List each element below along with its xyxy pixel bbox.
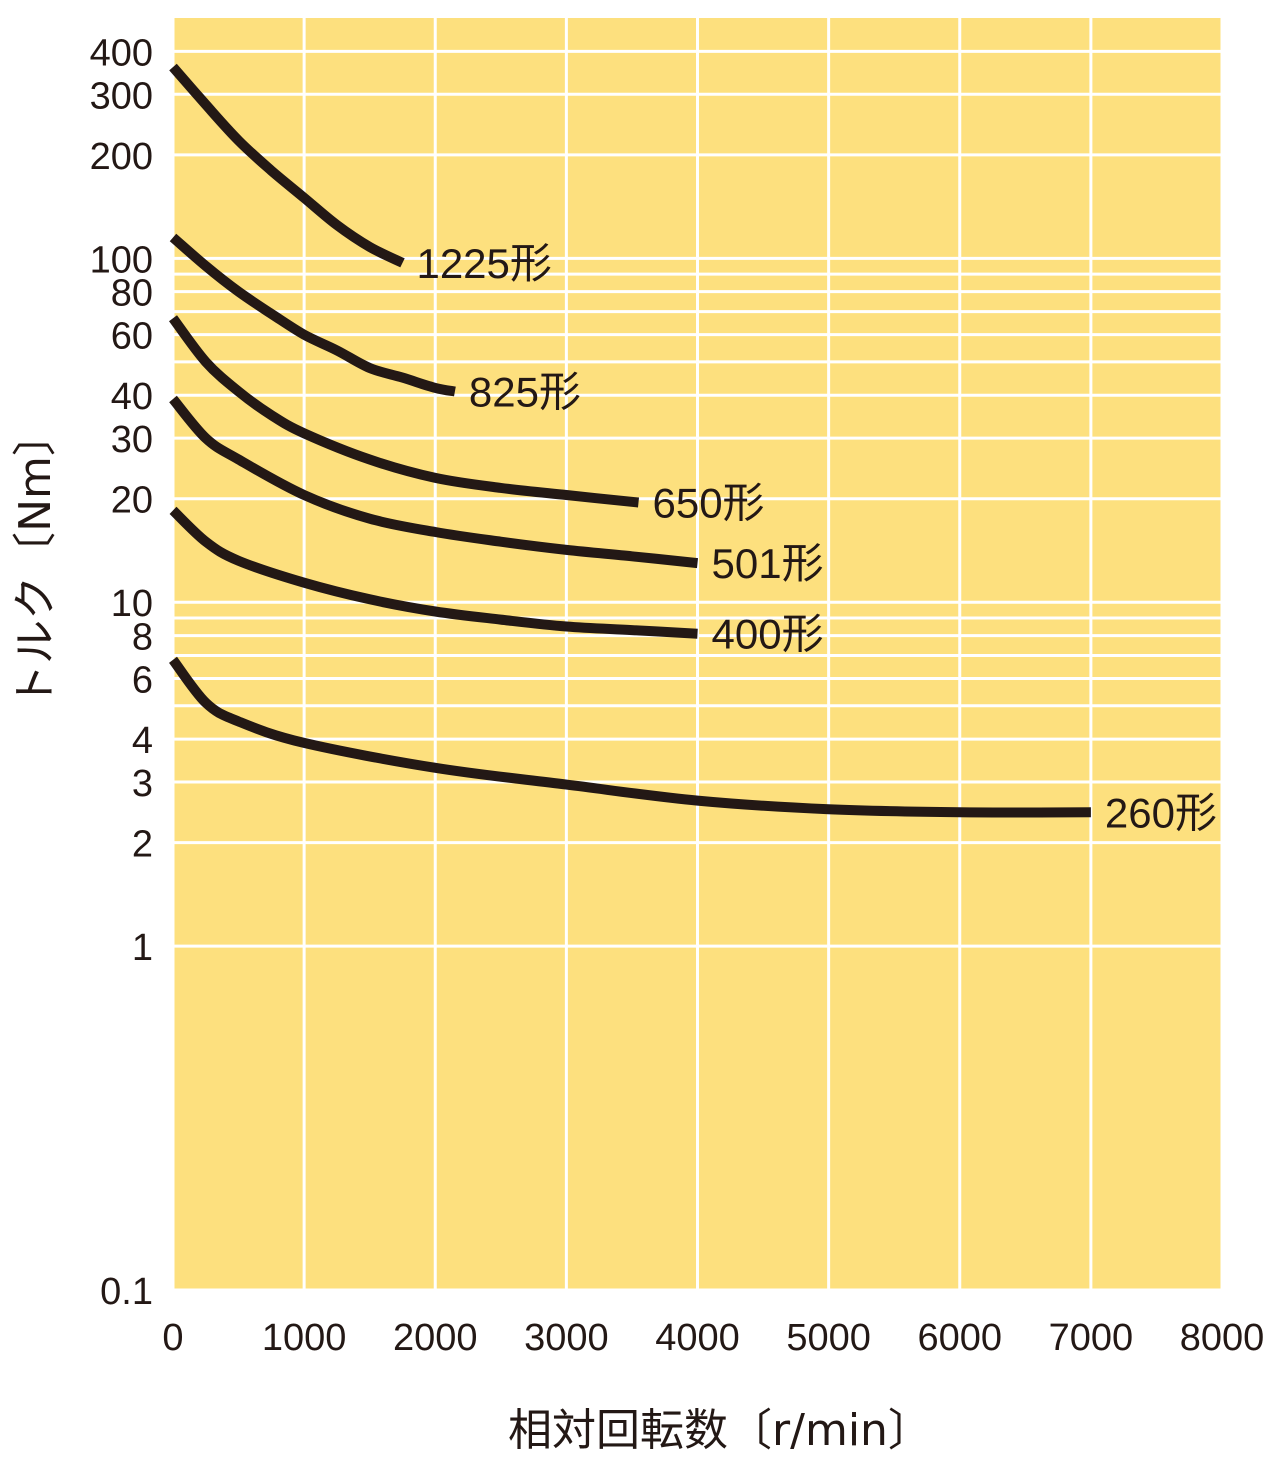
y-tick-label: 4	[132, 720, 153, 762]
series-lines	[168, 63, 1091, 818]
y-tick-label: 80	[111, 273, 153, 315]
series-label: 825形	[469, 369, 581, 416]
series-line	[169, 63, 405, 268]
x-axis-title: 相対回転数〔r/min〕	[508, 1405, 932, 1456]
y-tick-label: 2	[132, 824, 153, 866]
tick-labels: 0 1000 2000 3000 4000 5000 6000 7000 80000.11234…	[90, 32, 1265, 1359]
series-labels: 1225形 825形 650形 501形 400形 260形	[416, 240, 1216, 836]
y-tick-label: 300	[90, 75, 153, 117]
series-label: 650形	[652, 480, 764, 527]
y-tick-label: 0.1	[100, 1271, 153, 1313]
y-tick-label: 40	[111, 376, 153, 418]
x-tick-label: 4000	[655, 1317, 740, 1359]
y-tick-label: 30	[111, 419, 153, 461]
series-label: 400形	[712, 611, 824, 658]
series-label: 501形	[712, 540, 824, 587]
y-tick-label: 6	[132, 660, 153, 702]
y-tick-label: 8	[132, 617, 153, 659]
series-label: 260形	[1105, 789, 1217, 836]
x-tick-label: 8000	[1180, 1317, 1265, 1359]
y-tick-label: 20	[111, 480, 153, 522]
series-line	[169, 506, 698, 639]
x-tick-label: 6000	[917, 1317, 1002, 1359]
y-axis-title: トルク〔Nm〕	[10, 412, 61, 708]
series-line	[169, 395, 699, 569]
y-tick-label: 200	[90, 136, 153, 178]
x-tick-label: 2000	[393, 1317, 478, 1359]
grid	[171, 18, 1224, 1292]
x-tick-label: 0	[162, 1317, 183, 1359]
x-tick-label: 3000	[524, 1317, 609, 1359]
series-line	[168, 656, 1091, 818]
y-tick-label: 10	[111, 583, 153, 625]
y-tick-label: 60	[111, 316, 153, 358]
y-tick-label: 100	[90, 239, 153, 281]
series-label: 1225形	[416, 240, 551, 287]
y-tick-label: 3	[132, 763, 153, 805]
series-line	[169, 233, 456, 397]
y-tick-label: 1	[132, 927, 153, 969]
series-line	[168, 315, 639, 508]
x-tick-label: 1000	[262, 1317, 347, 1359]
x-tick-label: 7000	[1049, 1317, 1134, 1359]
y-tick-label: 400	[90, 32, 153, 74]
x-tick-label: 5000	[786, 1317, 871, 1359]
